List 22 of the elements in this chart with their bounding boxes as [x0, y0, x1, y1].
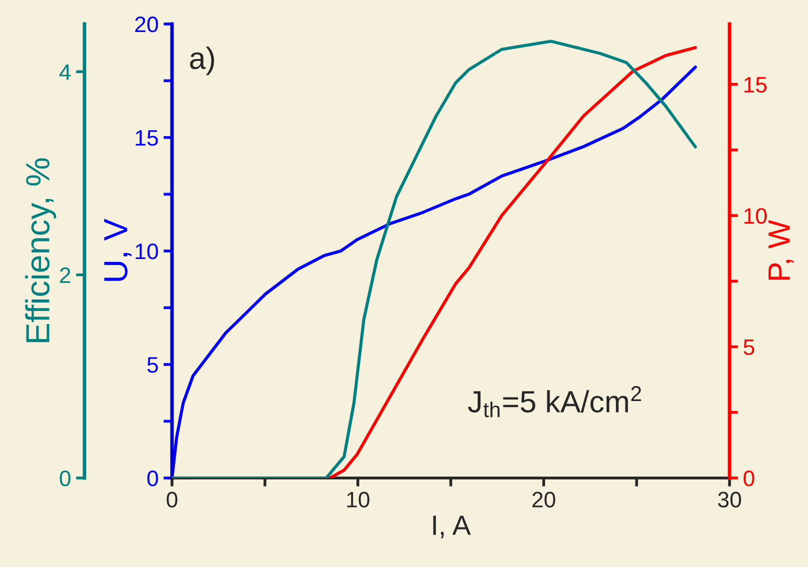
y3-tick-label: 2: [60, 267, 70, 283]
y-tick-label: 0: [147, 470, 158, 486]
y3-tick-label: 4: [59, 64, 71, 80]
x-tick-label: 30: [718, 492, 742, 508]
x-axis-title: I, A: [433, 516, 471, 538]
y2-axis-title: P, W: [768, 220, 794, 280]
y2-tick-label: 0: [744, 470, 754, 486]
y-tick-label: 10: [136, 244, 158, 260]
x-tick-label: 0: [166, 492, 178, 508]
x-tick-label: 10: [347, 492, 370, 508]
y2-tick-label: 15: [744, 77, 767, 93]
y-tick-label: 20: [135, 16, 158, 32]
y2-tick-label: 10: [744, 208, 767, 224]
annotation: J$_{th}$=5 kA/cm$^{2}$: [468, 386, 642, 418]
x-tick-label: 20: [532, 492, 556, 508]
annotation: a): [190, 46, 214, 76]
y3-axis-title: Efficiency, %: [25, 158, 56, 342]
y3-tick-label: 0: [60, 470, 70, 486]
y-axis-title: U, V: [104, 218, 132, 281]
y2-tick-label: 5: [744, 340, 754, 356]
y-tick-label: 15: [136, 130, 158, 146]
y-tick-label: 5: [147, 357, 158, 373]
